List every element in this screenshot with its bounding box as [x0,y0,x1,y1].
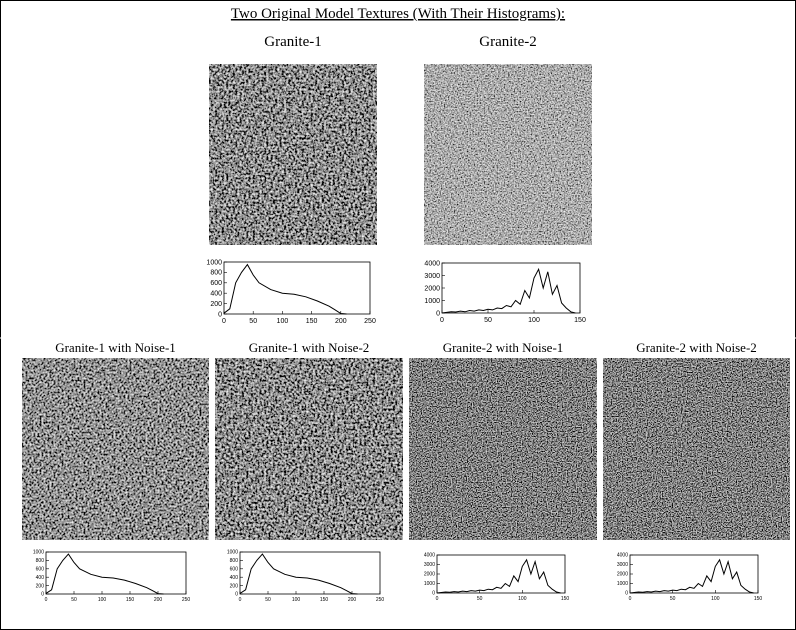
image-label: Granite-1 with Noise-2 [249,340,370,355]
plot-frame [436,554,566,594]
y-tick-label: 1000 [424,298,440,305]
y-tick-label: 2000 [424,285,440,292]
x-tick-label: 50 [249,318,257,325]
image-label: Granite-1 [264,34,321,50]
y-tick-label: 1000 [227,550,238,556]
x-tick-label: 50 [71,597,77,603]
y-tick-label: 600 [210,280,222,287]
image-label: Granite-2 with Noise-2 [636,340,757,355]
x-tick-label: 200 [348,597,357,603]
y-tick-label: 0 [218,311,222,318]
histogram-line [441,267,576,314]
histogram-line [45,553,164,595]
y-tick-label: 600 [230,566,239,572]
x-tick-label: 150 [306,318,318,325]
y-tick-label: 4000 [424,260,440,267]
texture-image [603,358,790,540]
y-tick-label: 800 [230,558,239,564]
x-tick-label: 0 [440,317,444,324]
histogram-line [629,558,754,594]
y-tick-label: 1000 [424,581,435,587]
histogram-line [223,263,347,315]
x-tick-label: 100 [277,318,289,325]
y-tick-label: 4000 [424,553,435,559]
x-tick-label: 100 [98,597,107,603]
x-tick-label: 0 [222,318,226,325]
y-tick-label: 400 [210,291,222,298]
y-tick-label: 3000 [424,273,440,280]
plot-frame [223,261,371,315]
figure-title: Two Original Model Textures (With Their … [231,6,565,22]
x-tick-label: 100 [528,317,540,324]
x-tick-label: 250 [376,597,385,603]
texture-image [22,358,209,540]
y-tick-label: 0 [432,591,435,597]
image-label: Granite-2 with Noise-1 [443,340,564,355]
x-tick-label: 0 [629,596,632,602]
x-tick-label: 200 [154,597,163,603]
plot-frame [45,551,187,595]
x-tick-label: 100 [711,596,720,602]
x-tick-label: 150 [126,597,135,603]
x-tick-label: 50 [670,596,676,602]
y-tick-label: 2000 [424,572,435,578]
x-tick-label: 50 [477,596,483,602]
plot-frame [629,554,759,594]
x-tick-label: 150 [561,596,570,602]
x-tick-label: 200 [335,318,347,325]
x-tick-label: 150 [574,317,586,324]
texture-image [424,64,592,245]
y-tick-label: 3000 [617,562,628,568]
x-tick-label: 100 [292,597,301,603]
y-tick-label: 1000 [206,259,222,266]
y-tick-label: 2000 [617,572,628,578]
plot-frame [239,551,381,595]
x-tick-label: 0 [436,596,439,602]
y-tick-label: 0 [436,310,440,317]
y-tick-label: 600 [36,566,45,572]
y-tick-label: 0 [235,592,238,598]
y-tick-label: 1000 [33,550,44,556]
y-tick-label: 200 [230,583,239,589]
x-tick-label: 50 [265,597,271,603]
x-tick-label: 0 [239,597,242,603]
histogram-line [239,553,358,595]
histogram-line [436,558,561,594]
y-tick-label: 0 [625,591,628,597]
image-label: Granite-2 [479,34,536,50]
y-tick-label: 4000 [617,553,628,559]
plot-frame [441,262,581,314]
x-tick-label: 150 [754,596,763,602]
texture-image [409,358,597,540]
y-tick-label: 200 [36,583,45,589]
image-label: Granite-1 with Noise-1 [55,340,176,355]
x-tick-label: 150 [320,597,329,603]
x-tick-label: 100 [518,596,527,602]
y-tick-label: 200 [210,301,222,308]
x-tick-label: 0 [45,597,48,603]
x-tick-label: 50 [484,317,492,324]
x-tick-label: 250 [182,597,191,603]
y-tick-label: 400 [36,575,45,581]
y-tick-label: 0 [41,592,44,598]
y-tick-label: 400 [230,575,239,581]
y-tick-label: 800 [210,270,222,277]
texture-image [215,358,403,540]
texture-image [209,64,377,245]
x-tick-label: 250 [364,318,376,325]
y-tick-label: 3000 [424,562,435,568]
y-tick-label: 800 [36,558,45,564]
y-tick-label: 1000 [617,581,628,587]
